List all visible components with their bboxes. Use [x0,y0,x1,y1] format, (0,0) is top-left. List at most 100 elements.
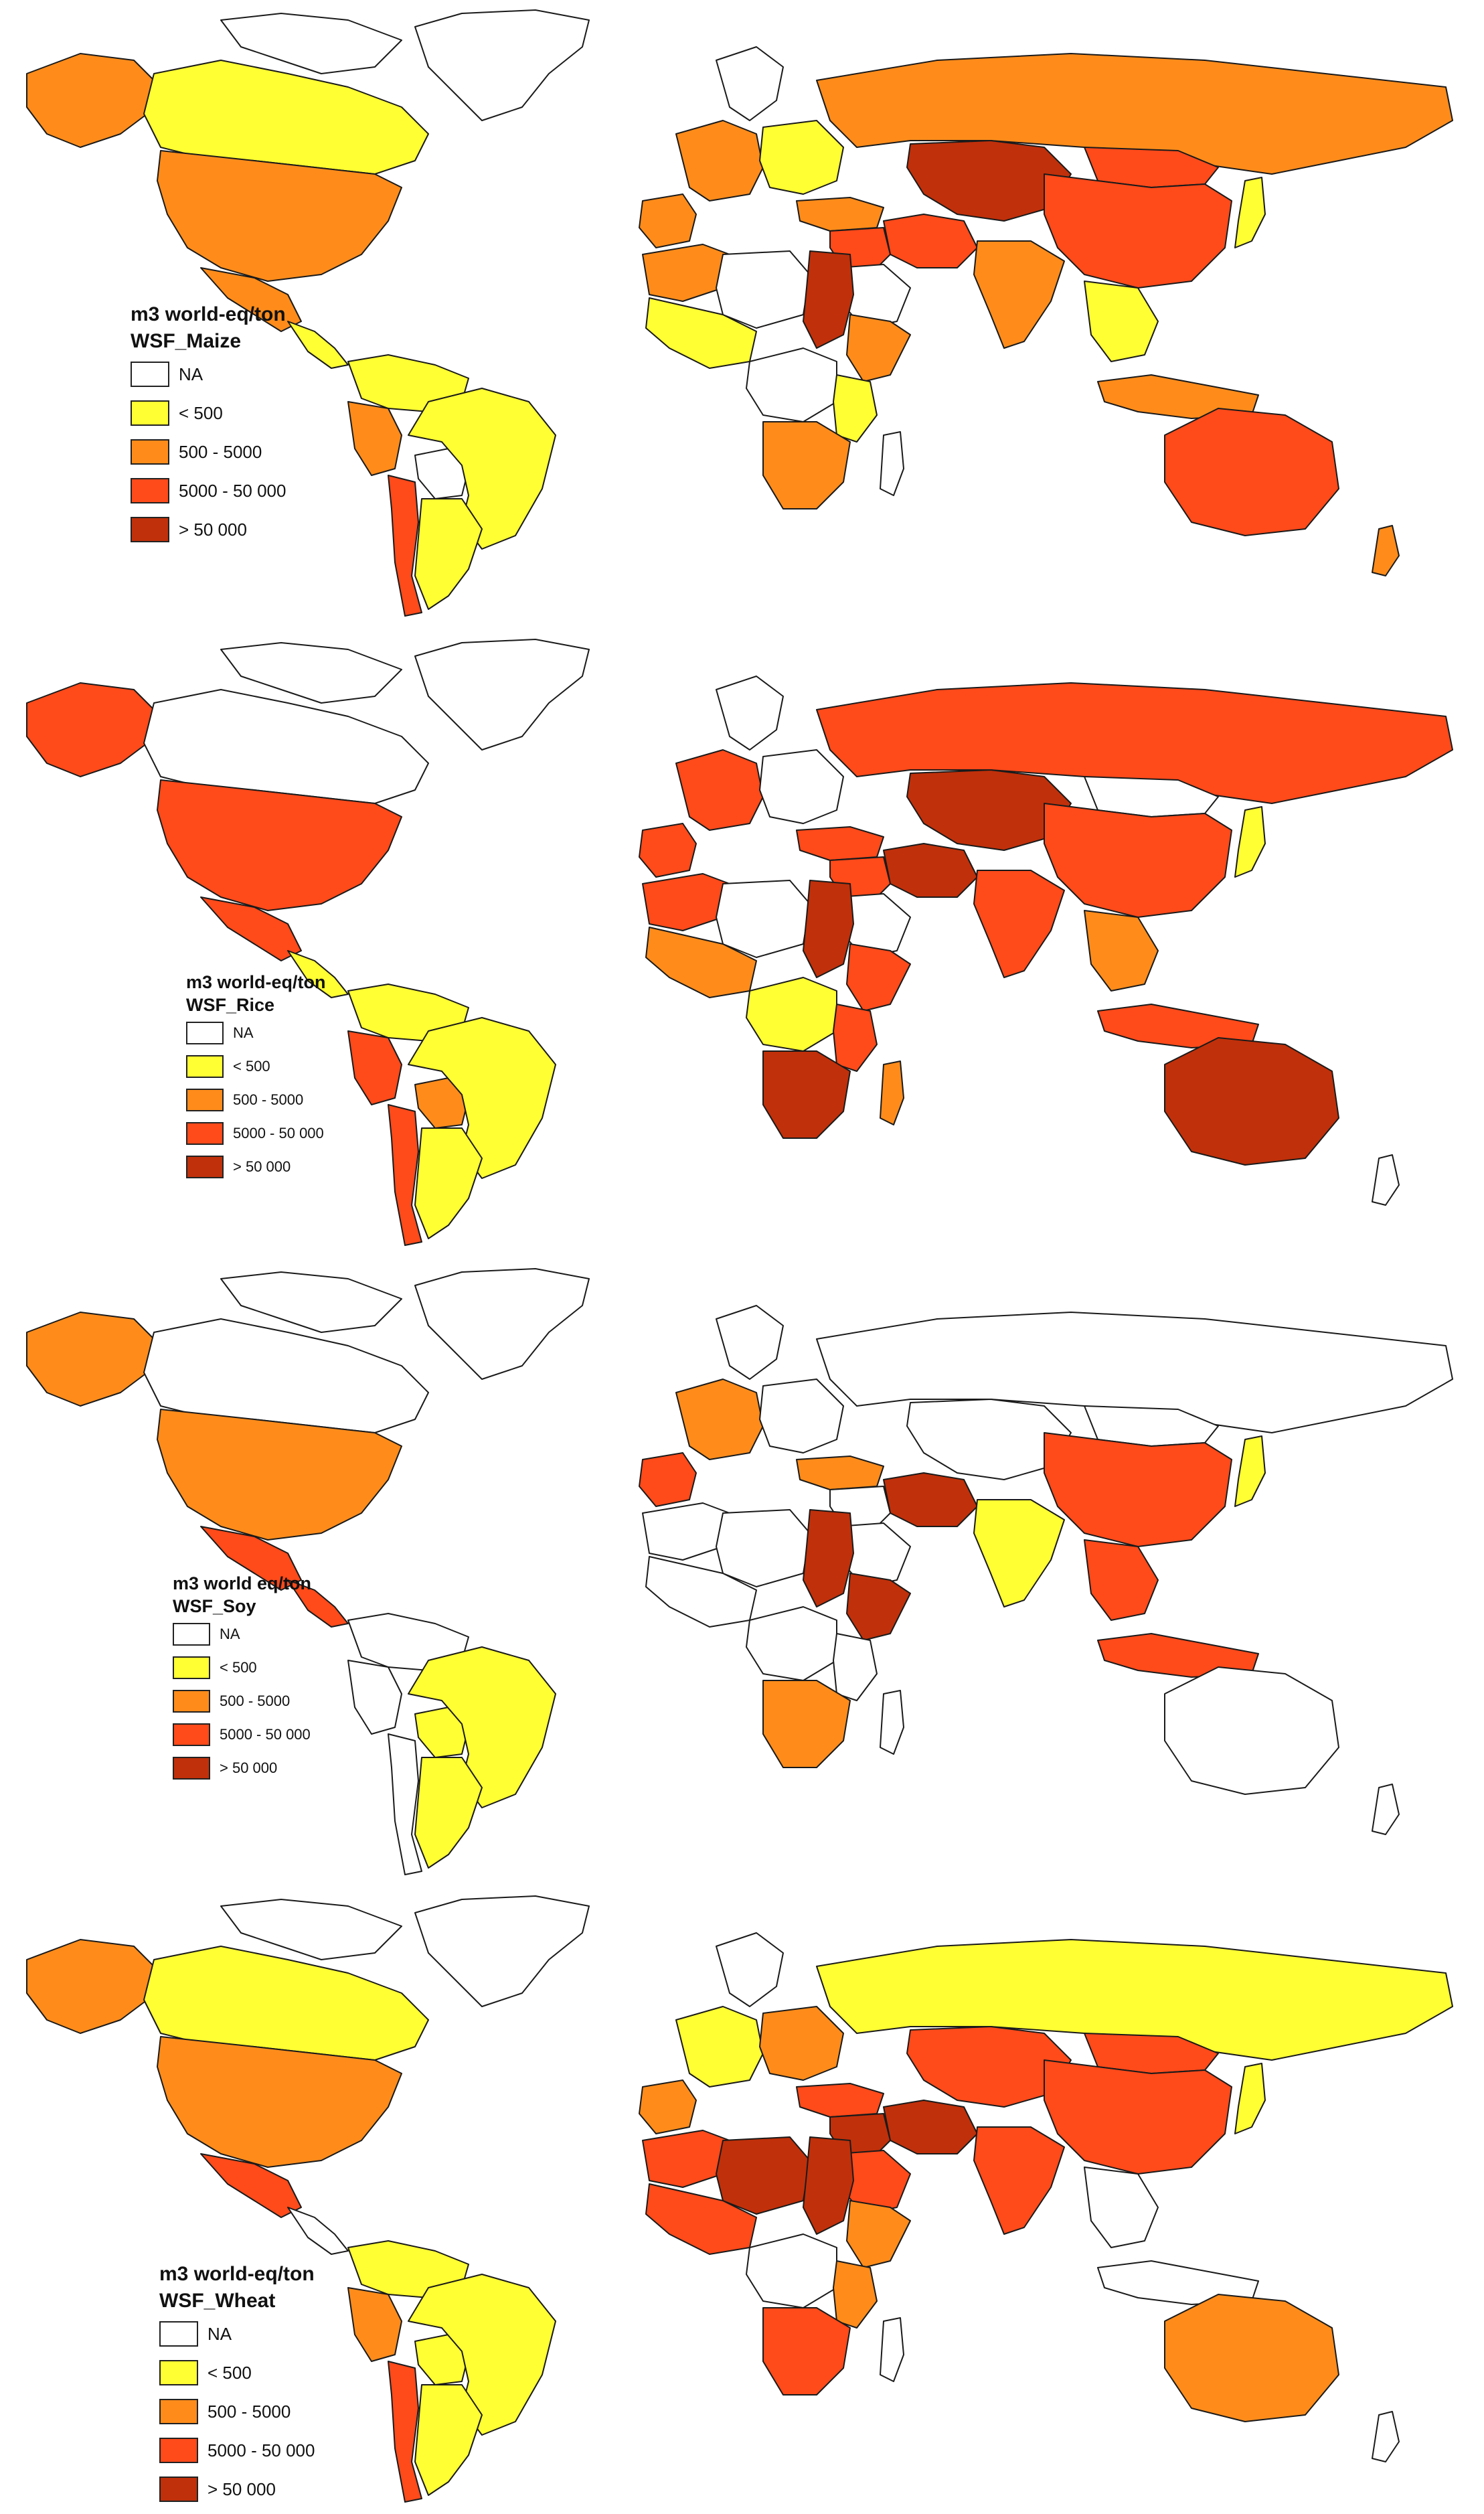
region-se-asia [1084,910,1159,992]
region-horn [846,314,911,382]
region-horn [846,1573,911,1641]
map-panel-soy: m3 world eq/ton WSF_Soy NA < 500 500 - 500… [0,1259,1484,1887]
world-map-wheat [26,1895,1453,2503]
region-canada [143,1318,429,1433]
legend-rice: m3 world-eq/ton WSF_Rice NA < 500 500 - 50… [186,971,326,1184]
region-australia [1164,408,1339,536]
region-japan [1234,806,1266,878]
region-madagascar [880,431,904,496]
region-chile [388,475,422,617]
region-iran [883,214,978,268]
region-e-africa [833,1004,878,1072]
legend-label: < 500 [233,1058,270,1075]
region-peru [347,401,402,476]
region-chile [388,1733,422,1875]
region-europe-w [675,120,764,202]
region-usa [157,1409,402,1541]
legend-item-na: NA [159,2314,315,2353]
region-s-africa [762,1680,851,1768]
legend-item-lt500: < 500 [159,2353,315,2392]
region-e-africa [833,1633,878,1701]
region-nz [1372,1784,1400,1835]
legend-item-lt500: < 500 [186,1050,326,1083]
region-w-africa [645,927,757,998]
region-egypt-sudan [803,250,854,349]
region-greenland [414,1268,590,1380]
region-sahara [716,2136,811,2215]
region-china [1044,1432,1232,1547]
legend-label: NA [220,1626,240,1642]
region-chile [388,2361,422,2503]
region-central-am [287,950,349,998]
region-chile [388,1104,422,1246]
region-horn [846,943,911,1012]
legend-swatch [186,1022,224,1044]
legend-label: NA [179,364,203,384]
legend-item-r5000-50000: 5000 - 50 000 [186,1117,326,1150]
region-madagascar [880,1690,904,1755]
legend-swatch [159,2477,198,2502]
legend-label: 500 - 5000 [220,1693,291,1709]
region-russia [816,682,1453,804]
region-iran [883,843,978,898]
region-central-am [287,2207,349,2255]
legend-title-unit: m3 world-eq/ton [186,972,326,992]
map-panel-maize: m3 world-eq/ton WSF_Maize NA < 500 500 - 5… [0,0,1484,628]
region-sahara [716,250,811,329]
region-russia [816,1939,1453,2061]
region-c-africa [746,2233,837,2308]
legend-label: < 500 [220,1659,257,1676]
region-nz [1372,2411,1400,2462]
legend-label: > 50 000 [233,1158,291,1175]
region-s-africa [762,421,851,509]
legend-item-r5000-50000: 5000 - 50 000 [159,2431,315,2470]
legend-label: 500 - 5000 [208,2401,291,2422]
region-iran [883,2100,978,2154]
legend-label: NA [208,2323,232,2344]
legend-label: < 500 [208,2362,252,2383]
legend-item-gt50000: > 50 000 [159,2470,315,2509]
legend-swatch [173,1723,210,1746]
region-usa [157,779,402,911]
region-japan [1234,2063,1266,2134]
legend-swatch [131,478,169,503]
region-turkey [796,1456,884,1490]
region-turkey [796,2083,884,2118]
legend-swatch [131,517,169,542]
region-australia [1164,2294,1339,2422]
region-india [973,1499,1065,1607]
legend-swatch [131,439,169,465]
region-greenland [414,9,590,121]
legend-item-na: NA [173,1618,311,1651]
world-map-soy [26,1268,1453,1875]
region-w-africa [645,2183,757,2255]
region-arctic-islands [220,642,402,704]
region-argentina [414,1127,483,1239]
region-canada [143,689,429,804]
region-e-africa [833,374,878,443]
region-usa [157,2036,402,2168]
legend-item-gt50000: > 50 000 [186,1150,326,1184]
legend-item-r500-5000: 500 - 5000 [131,433,286,471]
region-scandinavia [716,46,784,121]
legend-item-r500-5000: 500 - 5000 [173,1684,311,1718]
region-alaska [26,1939,155,2034]
region-madagascar [880,2317,904,2382]
region-usa [157,150,402,282]
region-europe-e [759,2006,844,2081]
legend-title-layer: WSF_Rice [186,995,275,1015]
legend-title-unit: m3 world-eq/ton [159,2263,315,2285]
legend-swatch [186,1122,224,1145]
region-greenland [414,1895,590,2007]
legend-item-r5000-50000: 5000 - 50 000 [131,471,286,510]
region-india [973,870,1065,978]
region-china [1044,2059,1232,2175]
legend-item-r5000-50000: 5000 - 50 000 [173,1718,311,1751]
legend-title-layer: WSF_Maize [131,330,242,352]
legend-swatch [159,2321,198,2347]
region-sahara [716,1509,811,1587]
region-japan [1234,1435,1266,1507]
region-n-africa-w [642,244,730,302]
map-panel-wheat: m3 world-eq/ton WSF_Wheat NA < 500 500 - 5… [0,1886,1484,2514]
region-central-asia [906,769,1072,851]
